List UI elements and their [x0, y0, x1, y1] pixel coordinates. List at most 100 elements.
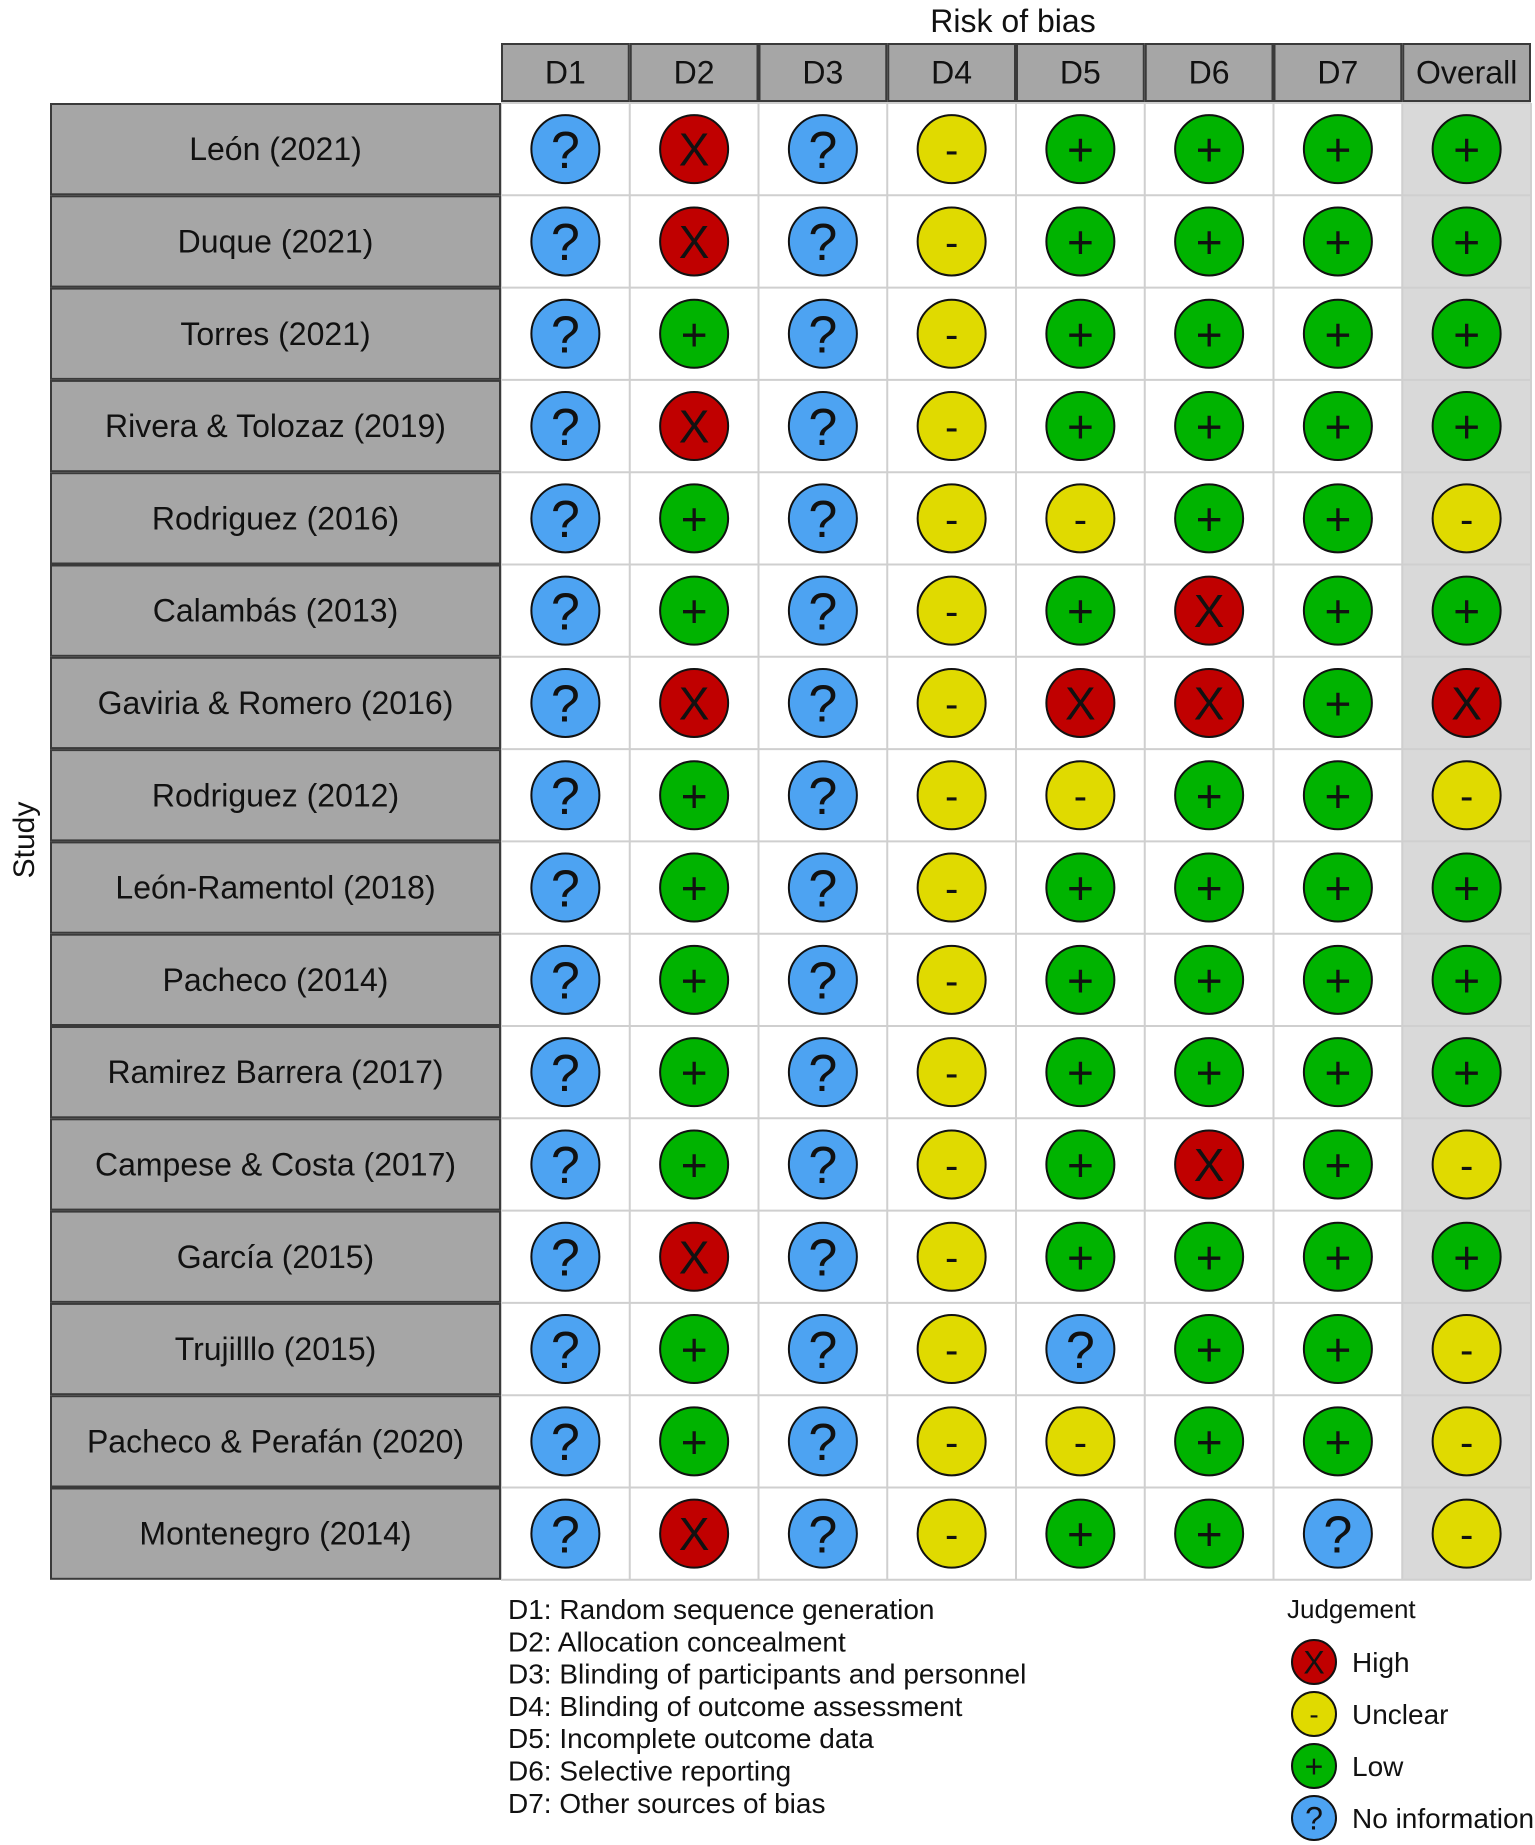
legend-unclear-icon: - [1291, 1691, 1337, 1737]
cell-pacheco-2014-d7-low-circle [1302, 944, 1373, 1015]
cell-montenegro-2014-d3-no-information-circle [787, 1498, 858, 1569]
cell-montenegro-2014-d5-low-circle [1045, 1498, 1116, 1569]
study-label-rodriguez-2012: Rodriguez (2012) [152, 777, 399, 813]
cell-torres-2021-d4-unclear-symbol: - [945, 313, 958, 357]
cell-rivera-tolozaz-2019-d5-low-circle [1045, 391, 1116, 462]
cell-leon-2021-d2-high-symbol: X [679, 124, 710, 176]
cell-trujilllo-2015-d7-low-circle [1302, 1314, 1373, 1385]
cell-gaviria-romero-2016-d7-low: + [1302, 667, 1373, 738]
cell-calambas-2013-d4-unclear: - [916, 575, 987, 646]
cell-duque-2021-overall-low: + [1431, 206, 1502, 277]
cell-garcia-2015-d3-no-information: ? [787, 1221, 858, 1292]
cell-duque-2021-d3-no-information: ? [787, 206, 858, 277]
cell-gaviria-romero-2016-d4-unclear: - [916, 667, 987, 738]
cell-rodriguez-2016-d2-low-circle [659, 483, 730, 554]
domain-definition-3: D3: Blinding of participants and personn… [508, 1659, 1026, 1690]
cell-rivera-tolozaz-2019-d4-unclear: - [916, 391, 987, 462]
cell-montenegro-2014-d3-no-information: ? [787, 1498, 858, 1569]
cell-leon-ramentol-2018-d1-no-information-symbol: ? [551, 860, 580, 918]
cell-campese-costa-2017-d7-low-symbol: + [1324, 1139, 1351, 1191]
cell-duque-2021-d4-unclear-circle [916, 206, 987, 277]
cell-duque-2021-d1-no-information: ? [530, 206, 601, 277]
cell-duque-2021-d2-high-circle [659, 206, 730, 277]
cell-rodriguez-2016-d7-low-symbol: + [1324, 493, 1351, 545]
cell-gaviria-romero-2016-d4-unclear-circle [916, 667, 987, 738]
cell-torres-2021-d2-low-circle [659, 298, 730, 369]
cell-leon-2021-d1-no-information: ? [530, 114, 601, 185]
study-label-box [50, 564, 501, 657]
cell-calambas-2013-overall-low-symbol: + [1453, 585, 1480, 637]
cell-pacheco-2014-d6-low-symbol: + [1196, 954, 1223, 1006]
study-label-calambas-2013: Calambás (2013) [153, 593, 398, 629]
cell-pacheco-perafan-2020-d6-low: + [1174, 1406, 1245, 1477]
cell-pacheco-2014-d1-no-information-circle [530, 944, 601, 1015]
cell-pacheco-2014-d6-low: + [1174, 944, 1245, 1015]
cell-rodriguez-2016-d7-low-circle [1302, 483, 1373, 554]
cell-pacheco-2014-d6-low-circle [1174, 944, 1245, 1015]
cell-trujilllo-2015-d7-low-symbol: + [1324, 1324, 1351, 1376]
cell-ramirez-barrera-2017-d3-no-information-symbol: ? [808, 1045, 837, 1103]
cell-leon-2021-d6-low-symbol: + [1196, 124, 1223, 176]
cell-duque-2021-d6-low-symbol: + [1196, 216, 1223, 268]
legend-no-information-icon-circle [1291, 1795, 1337, 1841]
cell-pacheco-2014-d3-no-information-symbol: ? [808, 953, 837, 1011]
cell-torres-2021-d7-low-circle [1302, 298, 1373, 369]
cell-rivera-tolozaz-2019-d6-low-circle [1174, 391, 1245, 462]
cell-duque-2021-d6-low-circle [1174, 206, 1245, 277]
cell-rivera-tolozaz-2019-overall-low: + [1431, 391, 1502, 462]
cell-campese-costa-2017-d5-low: + [1045, 1129, 1116, 1200]
column-header-d5: D5 [1060, 55, 1101, 91]
cell-pacheco-2014-overall-low-symbol: + [1453, 954, 1480, 1006]
cell-ramirez-barrera-2017-d2-low-circle [659, 1037, 730, 1108]
column-header-box-d6 [1144, 43, 1274, 102]
study-label-box [50, 1026, 501, 1119]
legend-label-unclear: Unclear [1352, 1699, 1448, 1730]
cell-ramirez-barrera-2017-d3-no-information-circle [787, 1037, 858, 1108]
cell-calambas-2013-d4-unclear-symbol: - [945, 590, 958, 634]
cell-ramirez-barrera-2017-d5-low-symbol: + [1067, 1047, 1094, 1099]
column-header-overall: Overall [1416, 55, 1517, 91]
cell-trujilllo-2015-d4-unclear: - [916, 1314, 987, 1385]
cell-garcia-2015-d7-low: + [1302, 1221, 1373, 1292]
grid-layer [500, 102, 1532, 1581]
cell-campese-costa-2017-d3-no-information-symbol: ? [808, 1137, 837, 1195]
column-header-d7: D7 [1317, 55, 1358, 91]
cell-rodriguez-2016-d1-no-information-circle [530, 483, 601, 554]
cell-torres-2021-overall-low-symbol: + [1453, 308, 1480, 360]
cell-campese-costa-2017-d3-no-information: ? [787, 1129, 858, 1200]
cell-trujilllo-2015-d5-no-information-symbol: ? [1066, 1322, 1095, 1380]
cell-pacheco-perafan-2020-d7-low-symbol: + [1324, 1416, 1351, 1468]
cell-campese-costa-2017-d7-low: + [1302, 1129, 1373, 1200]
judgement-cells: ? X? - + + + +? X? - + + + +? +? - + + + +? X? - + + + +? +? - - + + -… [530, 114, 1502, 1569]
cell-calambas-2013-d2-low-circle [659, 575, 730, 646]
cell-calambas-2013-d2-low: + [659, 575, 730, 646]
cell-duque-2021-d2-high-symbol: X [679, 216, 710, 268]
cell-torres-2021-d4-unclear-circle [916, 298, 987, 369]
cell-campese-costa-2017-d2-low-symbol: + [681, 1139, 708, 1191]
cell-leon-2021-overall-low: + [1431, 114, 1502, 185]
cell-ramirez-barrera-2017-d1-no-information-circle [530, 1037, 601, 1108]
cell-duque-2021-d5-low: + [1045, 206, 1116, 277]
cell-pacheco-2014-d3-no-information: ? [787, 944, 858, 1015]
cell-campese-costa-2017-overall-unclear-circle [1431, 1129, 1502, 1200]
cell-leon-ramentol-2018-d4-unclear-symbol: - [945, 867, 958, 911]
cell-torres-2021-d7-low-symbol: + [1324, 308, 1351, 360]
cell-trujilllo-2015-d6-low-symbol: + [1196, 1324, 1223, 1376]
column-header-box-d3 [758, 43, 888, 102]
study-label-box [50, 1487, 501, 1580]
cell-rodriguez-2016-d2-low-symbol: + [681, 493, 708, 545]
cell-rodriguez-2016-d5-unclear-circle [1045, 483, 1116, 554]
cell-campese-costa-2017-overall-unclear-symbol: - [1460, 1144, 1473, 1188]
cell-pacheco-2014-overall-low: + [1431, 944, 1502, 1015]
cell-pacheco-perafan-2020-d1-no-information: ? [530, 1406, 601, 1477]
cell-rodriguez-2012-overall-unclear: - [1431, 760, 1502, 831]
cell-rodriguez-2016-d5-unclear-symbol: - [1074, 498, 1087, 542]
legend-high-icon-circle [1291, 1639, 1337, 1685]
cell-pacheco-perafan-2020-d7-low-circle [1302, 1406, 1373, 1477]
cell-calambas-2013-d3-no-information-symbol: ? [808, 583, 837, 641]
cell-campese-costa-2017-overall-unclear: - [1431, 1129, 1502, 1200]
cell-campese-costa-2017-d4-unclear-symbol: - [945, 1144, 958, 1188]
cell-gaviria-romero-2016-overall-high: X [1431, 667, 1502, 738]
column-header-box-d1 [501, 43, 630, 102]
